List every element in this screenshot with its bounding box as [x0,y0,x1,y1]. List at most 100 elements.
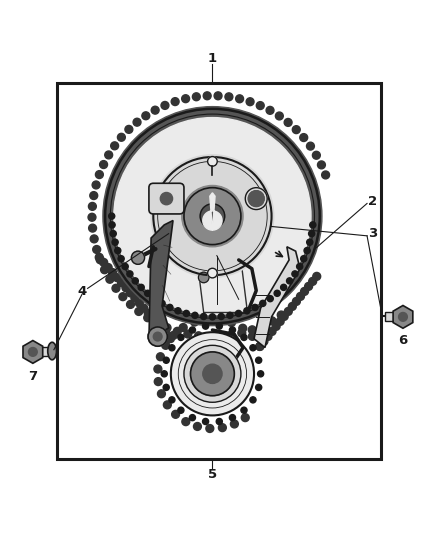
Circle shape [225,93,233,101]
Circle shape [256,343,264,350]
Circle shape [309,231,315,237]
Circle shape [112,239,118,245]
Circle shape [182,185,243,247]
Circle shape [88,213,96,221]
Circle shape [109,222,115,228]
Circle shape [280,312,288,320]
Circle shape [250,397,256,403]
Circle shape [307,239,313,245]
Bar [57,83,381,459]
Circle shape [152,296,158,302]
Circle shape [170,332,177,340]
Circle shape [208,157,217,166]
Circle shape [114,118,311,314]
Circle shape [122,284,130,292]
Circle shape [238,329,246,337]
Circle shape [248,333,256,340]
Circle shape [182,95,190,103]
Circle shape [194,423,201,431]
Circle shape [95,171,103,179]
Circle shape [236,310,242,317]
Circle shape [153,319,161,327]
Text: 7: 7 [28,369,37,383]
Circle shape [399,312,407,321]
Circle shape [112,284,120,292]
Circle shape [239,324,247,332]
Circle shape [227,312,233,318]
Circle shape [209,314,215,320]
Circle shape [248,326,256,334]
Circle shape [266,107,274,114]
Circle shape [201,313,207,320]
Circle shape [138,284,144,290]
Circle shape [284,308,292,316]
Circle shape [117,133,125,141]
Circle shape [203,364,222,383]
Circle shape [268,317,276,325]
Circle shape [200,204,225,229]
Circle shape [203,316,211,324]
Circle shape [203,92,211,100]
Circle shape [163,357,169,364]
Circle shape [244,308,250,314]
Circle shape [118,256,124,262]
Text: 6: 6 [398,335,408,348]
Circle shape [106,276,114,283]
Circle shape [110,231,116,237]
Circle shape [286,278,293,284]
Circle shape [292,126,300,134]
Circle shape [276,318,284,325]
Circle shape [140,304,148,312]
Circle shape [119,293,127,301]
Circle shape [258,371,264,377]
Circle shape [88,203,96,211]
Circle shape [162,341,170,349]
Circle shape [218,313,224,320]
Circle shape [95,253,103,261]
Circle shape [230,415,236,421]
Text: 5: 5 [208,467,217,481]
Circle shape [258,322,266,330]
Circle shape [148,327,167,346]
Circle shape [171,332,254,415]
Circle shape [109,269,117,277]
Circle shape [198,272,209,282]
Circle shape [307,142,314,150]
Circle shape [135,299,143,307]
Circle shape [115,247,121,254]
Circle shape [297,293,304,300]
Circle shape [149,314,157,322]
Circle shape [127,301,134,309]
Polygon shape [195,243,247,312]
Circle shape [161,371,167,377]
Circle shape [248,191,264,206]
Circle shape [216,323,223,329]
Circle shape [117,279,125,287]
Polygon shape [203,193,222,230]
Circle shape [304,247,310,254]
Circle shape [101,266,109,273]
Circle shape [154,378,162,385]
Circle shape [250,345,256,351]
Circle shape [111,142,119,150]
Circle shape [173,327,181,335]
Circle shape [215,316,223,324]
Circle shape [127,289,134,297]
Text: 4: 4 [78,285,87,298]
Circle shape [214,92,222,100]
Circle shape [160,192,173,205]
Circle shape [158,325,166,333]
Circle shape [236,95,244,103]
Circle shape [154,365,162,373]
Circle shape [169,345,175,351]
Circle shape [202,323,208,329]
Circle shape [321,171,329,179]
Circle shape [144,309,152,317]
Circle shape [162,329,170,337]
Circle shape [309,277,317,285]
Circle shape [171,98,179,106]
Bar [385,312,401,321]
Bar [35,346,51,356]
Circle shape [241,334,247,341]
Circle shape [268,327,276,335]
